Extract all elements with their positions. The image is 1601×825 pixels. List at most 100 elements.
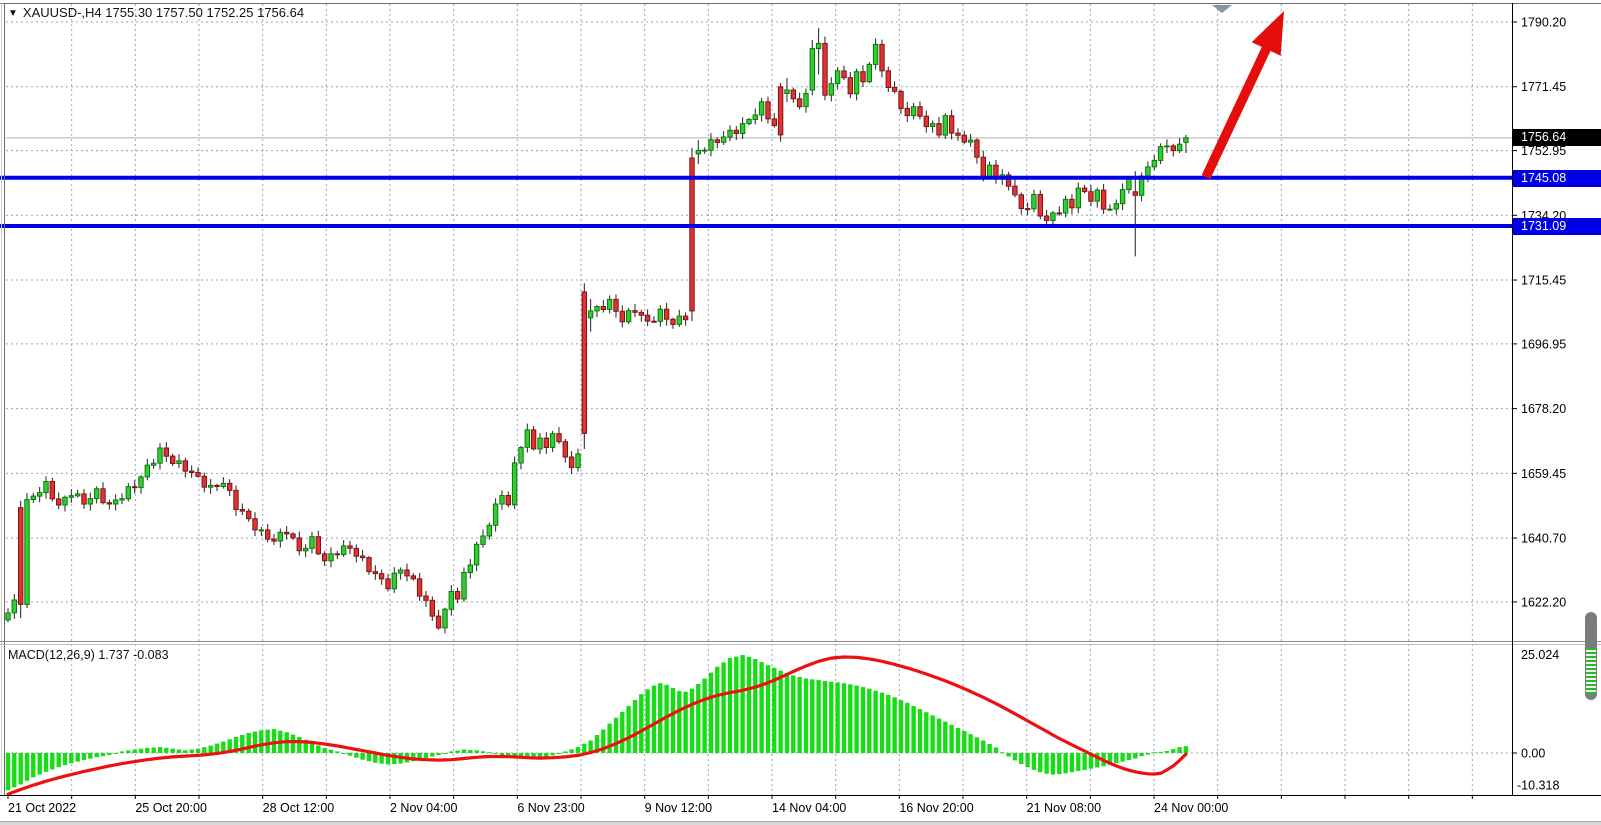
price-axis-label[interactable]: 1715.45 [1521, 274, 1566, 288]
price-axis-label[interactable]: 1659.45 [1521, 467, 1566, 481]
macd-bar [75, 753, 80, 762]
macd-bar [347, 753, 353, 756]
macd-bar [297, 736, 302, 753]
macd-bar [525, 753, 530, 759]
macd-bar [259, 730, 264, 753]
candle-bull [24, 499, 30, 605]
price-axis-label[interactable]: 1640.70 [1521, 532, 1566, 546]
macd-bar [993, 747, 999, 753]
time-axis-label[interactable]: 6 Nov 23:00 [517, 801, 584, 815]
candle-bear [410, 575, 417, 580]
price-badge-level-1731[interactable]: 1731.09 [1513, 218, 1601, 235]
time-axis-label[interactable]: 24 Nov 00:00 [1154, 801, 1228, 815]
candle-bear [170, 455, 176, 465]
candle-bear [619, 310, 625, 323]
symbol-dropdown-arrow-icon[interactable]: ▼ [8, 8, 18, 19]
candle-bull [62, 496, 68, 506]
macd-bar [753, 658, 758, 753]
candle-bear [189, 470, 195, 474]
macd-bar [360, 753, 365, 760]
time-axis-label[interactable]: 2 Nov 04:00 [390, 801, 457, 815]
candle-bear [923, 115, 929, 128]
candle-bear [227, 482, 233, 491]
candle-bear [632, 310, 638, 313]
macd-bar [493, 753, 498, 754]
macd-bar [886, 695, 891, 753]
candle-bear [682, 315, 689, 321]
price-axis-label[interactable]: 1678.20 [1521, 402, 1566, 416]
candle-bull [537, 437, 543, 450]
macd-bar [1171, 749, 1176, 753]
candle-bull [752, 114, 758, 120]
time-axis-label[interactable]: 21 Nov 08:00 [1027, 801, 1101, 815]
macd-bar [658, 683, 663, 753]
macd-bar [829, 681, 834, 753]
candle-bull [138, 476, 144, 489]
macd-axis-label[interactable]: 25.024 [1521, 648, 1559, 662]
price-axis-label[interactable]: 1752.95 [1521, 144, 1566, 158]
candle-bear [530, 429, 537, 450]
candle-bull [75, 493, 81, 497]
macd-bar [423, 753, 429, 759]
macd-bar [689, 688, 695, 753]
candle-bull [784, 89, 790, 94]
candle-bear [948, 115, 955, 134]
candle-bear [904, 107, 910, 117]
candle-bear [689, 157, 695, 312]
trend-arrow-head-icon[interactable] [1251, 11, 1284, 56]
price-axis-label[interactable]: 1622.20 [1521, 595, 1566, 609]
candle-bear [860, 71, 866, 83]
macd-bar [1031, 753, 1037, 770]
macd-bar [189, 749, 194, 753]
candle-bull [866, 63, 872, 83]
price-badge-level-1745[interactable]: 1745.08 [1513, 170, 1601, 187]
candle-bear [961, 134, 967, 143]
time-axis-label[interactable]: 21 Oct 2022 [8, 801, 76, 815]
candle-bull [1176, 143, 1183, 152]
candle-bull [701, 149, 708, 152]
price-axis-label[interactable]: 1790.20 [1521, 16, 1566, 30]
candle-bear [777, 86, 784, 136]
candle-bear [252, 518, 258, 531]
candle-bull [157, 447, 163, 464]
macd-bar [943, 721, 948, 753]
candle-bear [714, 139, 720, 143]
candle-bull [1157, 146, 1164, 161]
candle-bull [758, 101, 765, 116]
time-axis-label[interactable]: 9 Nov 12:00 [645, 801, 712, 815]
macd-axis-label[interactable]: -10.318 [1517, 779, 1559, 793]
time-axis-label[interactable]: 25 Oct 20:00 [135, 801, 207, 815]
macd-bar [392, 753, 397, 764]
trend-arrow-shaft[interactable] [1201, 41, 1273, 180]
time-axis-label[interactable]: 14 Nov 04:00 [772, 801, 846, 815]
macd-bar [417, 753, 422, 760]
candle-bear [315, 536, 322, 555]
candle-bull [967, 139, 974, 143]
time-axis-label[interactable]: 16 Nov 20:00 [899, 801, 973, 815]
price-axis-label[interactable]: 1771.45 [1521, 80, 1566, 94]
time-axis-label[interactable]: 28 Oct 12:00 [263, 801, 335, 815]
price-axis-label[interactable]: 1696.95 [1521, 337, 1566, 351]
candle-bear [182, 460, 189, 472]
macd-bar [639, 694, 644, 753]
candles-layer[interactable] [5, 27, 1189, 634]
macd-bar [917, 709, 923, 753]
scrollbar-thumb[interactable] [1585, 612, 1597, 700]
macd-axis-label[interactable]: 0.00 [1521, 747, 1545, 761]
candle-bear [214, 484, 220, 487]
candle-bear [505, 495, 512, 506]
candle-bull [1119, 189, 1126, 205]
macd-bar [233, 736, 239, 753]
candle-bull [1164, 145, 1170, 148]
candle-bull [695, 149, 701, 155]
macd-bar [100, 753, 106, 757]
macd-bar [183, 750, 188, 753]
candle-bear [132, 486, 138, 489]
macd-bar [69, 753, 74, 764]
macd-histogram [5, 655, 1189, 791]
macd-bar [1076, 753, 1081, 771]
candle-bull [486, 524, 493, 537]
macd-bar [1006, 753, 1011, 757]
